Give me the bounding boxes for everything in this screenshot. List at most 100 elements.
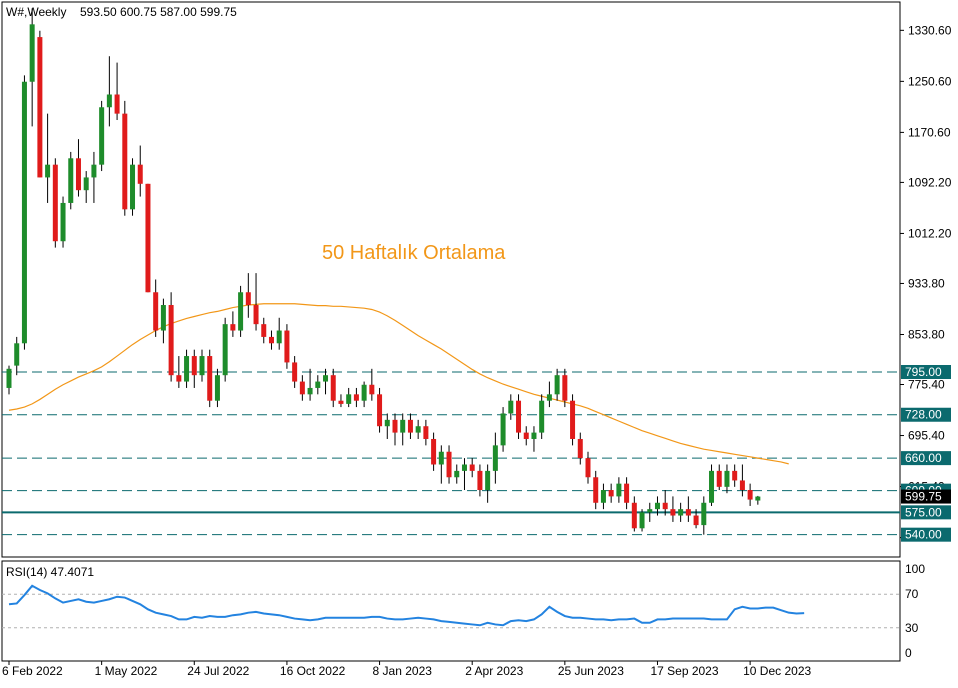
- candle: [546, 381, 552, 408]
- candle-body: [624, 483, 630, 503]
- candle-body: [37, 37, 43, 178]
- candle-body: [238, 292, 244, 331]
- candle-body: [631, 502, 637, 529]
- candle-body: [137, 164, 143, 184]
- candle-body: [60, 202, 66, 242]
- candle-body: [122, 113, 128, 210]
- candle-body: [654, 502, 660, 510]
- symbol-label: W#,Weekly: [6, 5, 66, 19]
- candle-body: [21, 81, 27, 344]
- candle-body: [68, 158, 74, 203]
- ohlc-label: 593.50 600.75 587.00 599.75: [80, 5, 237, 19]
- candle: [330, 368, 336, 408]
- candle-body: [14, 343, 20, 366]
- candle: [500, 407, 506, 452]
- candle-body: [369, 384, 375, 395]
- candle-body: [523, 432, 529, 439]
- time-tick-label: 16 Oct 2022: [280, 664, 346, 678]
- rsi-tick-label: 70: [905, 587, 919, 601]
- candle-body: [485, 470, 491, 491]
- level-tag-label: 660.00: [905, 451, 942, 465]
- candle: [384, 413, 390, 439]
- level-tag-label: 795.00: [905, 365, 942, 379]
- candle: [52, 158, 58, 248]
- rsi-tick-label: 100: [905, 562, 925, 576]
- candle: [130, 158, 136, 216]
- candle-body: [323, 375, 329, 382]
- candle: [523, 426, 529, 446]
- candle-body: [52, 164, 58, 242]
- candle-body: [6, 368, 12, 388]
- candle: [253, 273, 259, 331]
- candle-body: [446, 451, 452, 478]
- price-tick-label: 1170.60: [908, 125, 951, 139]
- candle-body: [423, 426, 429, 439]
- candle-body: [114, 94, 120, 114]
- price-tick-label: 1250.60: [908, 74, 952, 88]
- candle: [191, 349, 197, 388]
- candle: [199, 349, 205, 382]
- candle-body: [546, 394, 552, 401]
- candle: [284, 324, 290, 369]
- candle: [276, 317, 282, 350]
- candle: [492, 432, 498, 484]
- candle-body: [454, 470, 460, 478]
- candle-body: [268, 336, 274, 344]
- candle-body: [315, 381, 321, 388]
- candle: [562, 368, 568, 408]
- candle: [238, 285, 244, 337]
- candle: [353, 387, 359, 408]
- candle-body: [307, 387, 313, 395]
- horizontal-levels: [2, 371, 900, 536]
- candle-body: [709, 470, 715, 503]
- time-tick-label: 24 Jul 2022: [187, 664, 249, 678]
- candle-body: [678, 509, 684, 516]
- candle-body: [207, 356, 213, 401]
- current-price-label: 599.75: [905, 490, 942, 504]
- candle: [45, 113, 51, 203]
- candle-body: [45, 164, 51, 178]
- level-tag-label: 540.00: [905, 528, 942, 542]
- time-tick-label: 10 Dec 2023: [743, 664, 811, 678]
- candle-body: [469, 464, 475, 471]
- time-axis: 6 Feb 2022 1 May 2022 24 Jul 2022 16 Oct 20…: [2, 661, 811, 678]
- candle: [21, 75, 27, 350]
- candle: [99, 100, 105, 172]
- candle: [477, 464, 483, 497]
- candle: [755, 495, 761, 505]
- candle: [693, 509, 699, 529]
- candle-body: [492, 445, 498, 471]
- candle-body: [199, 356, 205, 376]
- candle-body: [184, 356, 190, 382]
- candle: [323, 368, 329, 395]
- candle: [207, 349, 213, 408]
- candle: [392, 413, 398, 446]
- candle: [153, 279, 159, 337]
- candle: [307, 368, 313, 401]
- candle: [593, 470, 599, 510]
- candle: [338, 394, 344, 408]
- candle: [184, 349, 190, 388]
- rsi-pane: [1, 560, 901, 662]
- candle-body: [616, 483, 622, 497]
- candle-body: [361, 384, 367, 401]
- candle: [739, 464, 745, 497]
- candle-body: [693, 515, 699, 526]
- candle-body: [276, 330, 282, 344]
- candle: [461, 458, 467, 491]
- candle-body: [570, 400, 576, 439]
- candle-body: [253, 305, 259, 325]
- candle-body: [214, 375, 220, 401]
- candle-body: [160, 305, 166, 331]
- candle: [299, 375, 305, 401]
- candle-body: [577, 438, 583, 459]
- candle: [608, 483, 614, 503]
- candle-body: [508, 400, 514, 414]
- price-tick-label: 1092.20: [908, 175, 952, 189]
- time-tick-label: 25 Jun 2023: [558, 664, 624, 678]
- level-tag: [901, 527, 951, 542]
- candle: [454, 464, 460, 484]
- candle-body: [245, 292, 251, 306]
- candle: [616, 477, 622, 503]
- candle-body: [593, 477, 599, 503]
